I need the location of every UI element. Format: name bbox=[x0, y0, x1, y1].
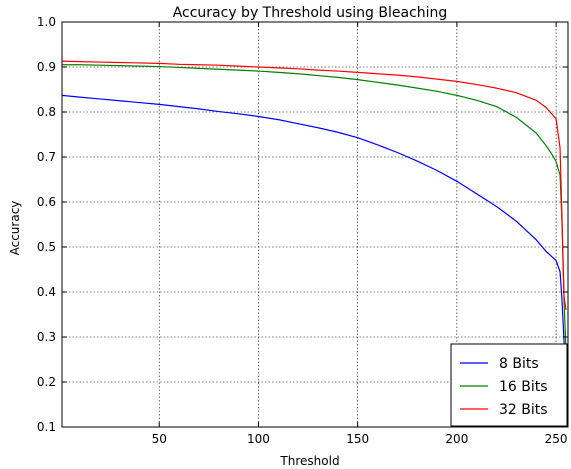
ticks: 50 100 150 200 250 0.1 0.2 0.3 0.4 0.5 0.6 0.7 0.8 0.… bbox=[37, 15, 568, 446]
y-tick-label: 1.0 bbox=[37, 15, 56, 29]
y-tick-label: 0.3 bbox=[37, 330, 56, 344]
series-line-2 bbox=[62, 64, 567, 351]
y-tick-label: 0.6 bbox=[37, 195, 56, 209]
x-tick-label: 200 bbox=[445, 432, 468, 446]
y-tick-label: 0.5 bbox=[37, 240, 56, 254]
legend-label: 32 Bits bbox=[499, 402, 548, 418]
x-tick-label: 150 bbox=[346, 432, 369, 446]
x-axis-label: Threshold bbox=[279, 454, 339, 468]
legend-label: 16 Bits bbox=[499, 379, 548, 395]
legend: 8 Bits 16 Bits 32 Bits bbox=[450, 343, 568, 427]
x-tick-label: 50 bbox=[152, 432, 167, 446]
chart-title: Accuracy by Threshold using Bleaching bbox=[173, 5, 448, 21]
y-tick-label: 0.9 bbox=[37, 60, 56, 74]
y-tick-label: 0.2 bbox=[37, 375, 56, 389]
plot-frame bbox=[61, 21, 569, 428]
legend-label: 8 Bits bbox=[499, 356, 539, 372]
series-line-1 bbox=[62, 94, 567, 356]
y-axis-label: Accuracy bbox=[8, 201, 22, 256]
series-layer bbox=[62, 60, 567, 356]
x-tick-label: 250 bbox=[545, 432, 568, 446]
y-tick-label: 0.1 bbox=[37, 420, 56, 434]
legend-box bbox=[450, 343, 568, 427]
series-line-3 bbox=[62, 60, 567, 311]
y-tick-label: 0.4 bbox=[37, 285, 56, 299]
y-tick-label: 0.7 bbox=[37, 150, 56, 164]
x-tick-label: 100 bbox=[247, 432, 270, 446]
y-tick-label: 0.8 bbox=[37, 105, 56, 119]
